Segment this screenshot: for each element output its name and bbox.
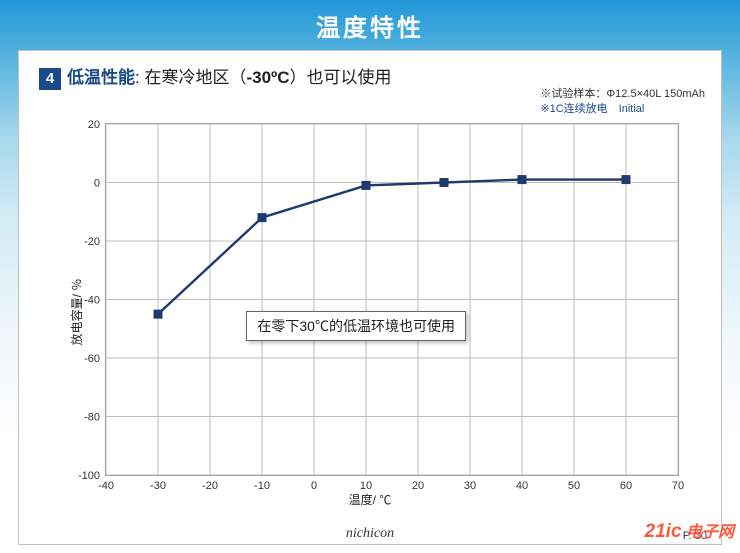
svg-text:40: 40	[516, 480, 528, 492]
svg-text:50: 50	[568, 480, 580, 492]
svg-text:-100: -100	[78, 470, 100, 482]
chart-area: 放电容量/ ％ 温度/ ℃ -40-30-20-1001020304050607…	[49, 117, 691, 506]
heading-label: 低温性能	[67, 68, 135, 87]
x-axis-label: 温度/ ℃	[349, 491, 392, 508]
chart-callout: 在零下30℃的低温环境也可使用	[246, 311, 466, 341]
y-axis-label: 放电容量/ ％	[68, 278, 85, 345]
svg-text:-80: -80	[84, 412, 100, 424]
heading-desc-pre: 在寒冷地区（	[140, 68, 247, 87]
svg-text:-10: -10	[254, 480, 270, 492]
heading-desc-emph: -30ºC	[246, 68, 289, 87]
svg-text:0: 0	[311, 480, 317, 492]
svg-text:70: 70	[672, 480, 684, 492]
plot-region: -40-30-20-10010203040506070-100-80-60-40…	[105, 123, 679, 476]
heading-number: 4	[39, 68, 61, 90]
svg-text:20: 20	[412, 480, 424, 492]
svg-text:-30: -30	[150, 480, 166, 492]
slide-root: 温度特性 4 低温性能: 在寒冷地区（-30ºC）也可以使用 ※试验样本：Φ12…	[0, 0, 740, 553]
svg-text:-20: -20	[202, 480, 218, 492]
svg-text:20: 20	[88, 119, 100, 131]
section-heading: 4 低温性能: 在寒冷地区（-30ºC）也可以使用	[39, 63, 392, 90]
content-panel: 4 低温性能: 在寒冷地区（-30ºC）也可以使用 ※试验样本：Φ12.5×40…	[18, 50, 722, 545]
note-line-2: ※1C连续放电 Initial	[540, 102, 705, 117]
svg-text:-60: -60	[84, 353, 100, 365]
svg-text:-40: -40	[84, 295, 100, 307]
heading-desc-post: ）也可以使用	[290, 68, 392, 87]
svg-text:30: 30	[464, 480, 476, 492]
svg-text:-20: -20	[84, 236, 100, 248]
svg-text:60: 60	[620, 480, 632, 492]
svg-text:10: 10	[360, 480, 372, 492]
sample-notes: ※试验样本：Φ12.5×40L 150mAh ※1C连续放电 Initial	[540, 87, 705, 118]
brand-logo: nichicon	[346, 526, 394, 542]
svg-text:0: 0	[94, 178, 100, 190]
svg-text:-40: -40	[98, 480, 114, 492]
note-line-1: ※试验样本：Φ12.5×40L 150mAh	[540, 87, 705, 102]
page-number: P. 30	[683, 530, 707, 542]
slide-title: 温度特性	[0, 0, 740, 53]
slide-footer: nichicon P. 30	[19, 530, 721, 542]
